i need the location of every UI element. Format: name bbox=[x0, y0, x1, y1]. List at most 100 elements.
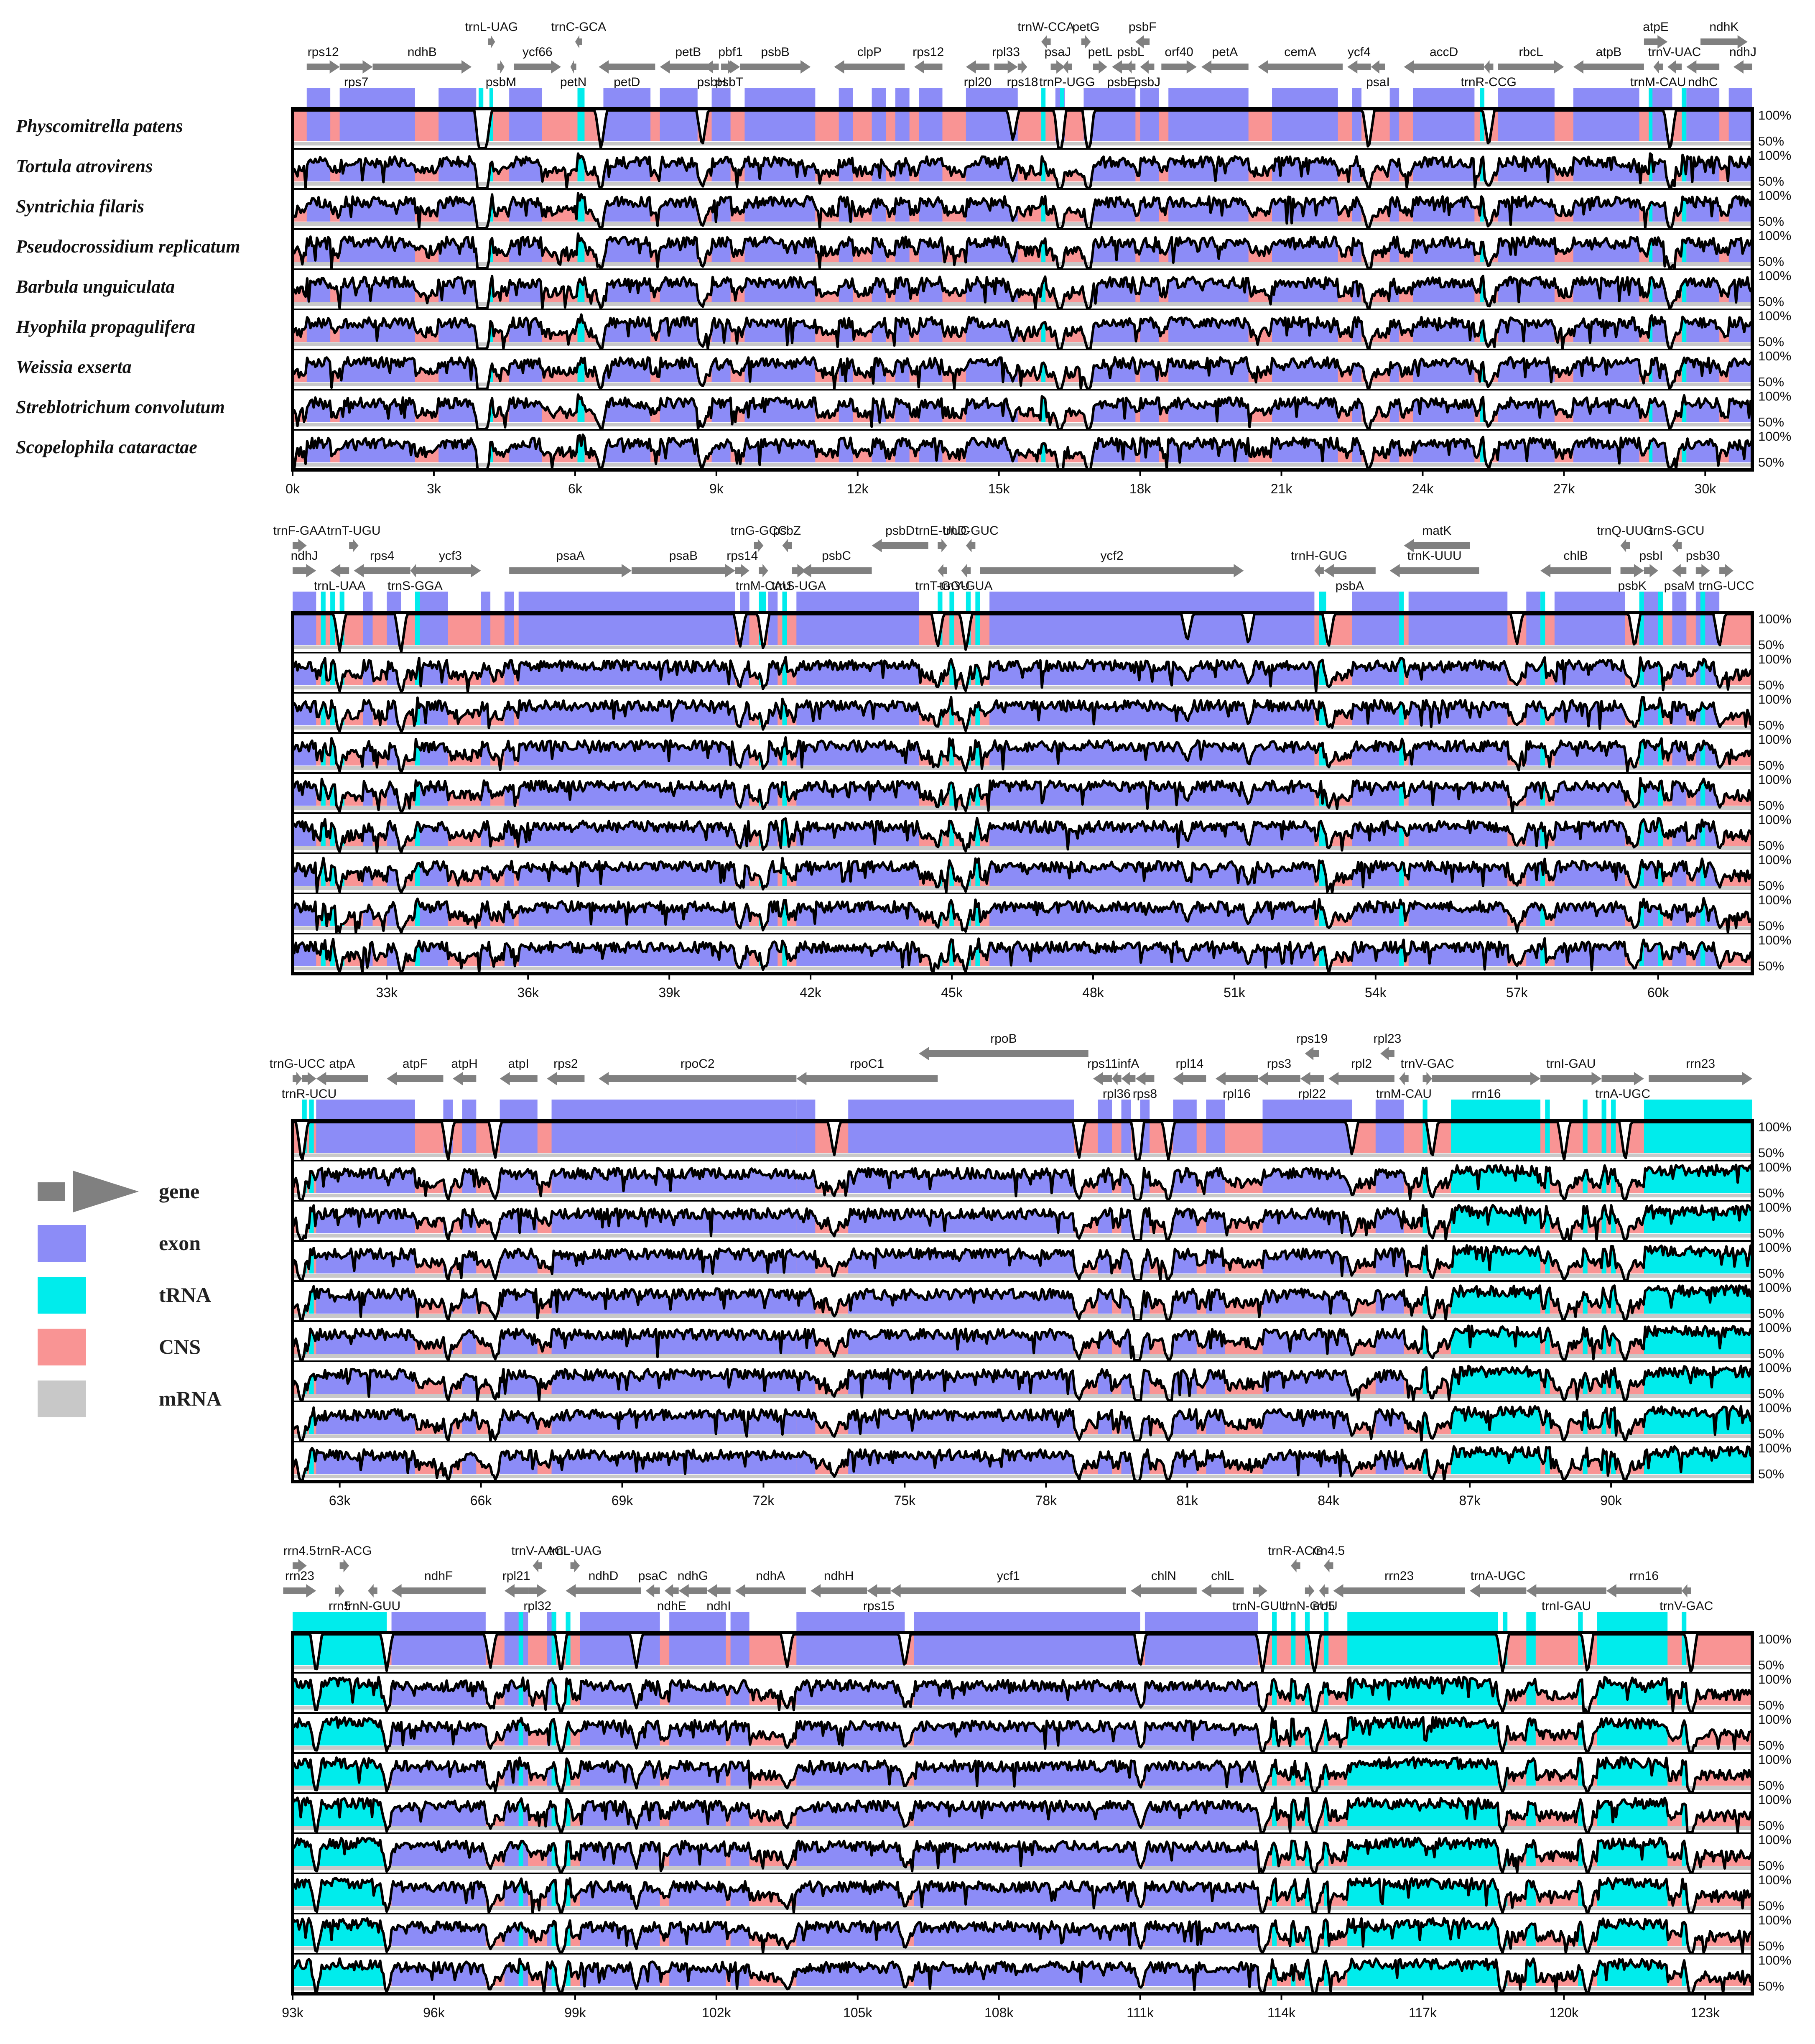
gene-arrow bbox=[1323, 564, 1376, 577]
trna-fill bbox=[1649, 271, 1653, 302]
gene-label: ndhJ bbox=[1729, 45, 1756, 59]
gene-arrow bbox=[1041, 35, 1051, 48]
trna-fill bbox=[1041, 311, 1046, 342]
exon-block bbox=[1140, 1100, 1150, 1120]
identity-mask bbox=[293, 1242, 1752, 1280]
track-9: 100% 50% bbox=[291, 933, 1791, 974]
gene-label: rpoC2 bbox=[681, 1057, 715, 1071]
trna-fill bbox=[1578, 1875, 1583, 1906]
trna-fill bbox=[1639, 775, 1644, 806]
trna-fill bbox=[518, 1915, 523, 1946]
exon-block bbox=[989, 592, 1315, 612]
trna-fill bbox=[1601, 1283, 1606, 1314]
y-tick-100: 100% bbox=[1758, 933, 1791, 947]
x-tick-label: 54k bbox=[1365, 985, 1387, 1000]
exon-block bbox=[1526, 592, 1541, 612]
trna-fill bbox=[1682, 1674, 1687, 1705]
gene-label: ndhG bbox=[678, 1569, 708, 1583]
trna-block bbox=[1041, 88, 1046, 109]
identity-curve bbox=[291, 1676, 1753, 1713]
trna-block bbox=[1682, 88, 1687, 109]
trna-fill bbox=[321, 614, 326, 645]
gene-label: psbK bbox=[1618, 579, 1647, 593]
y-tick-100: 100% bbox=[1758, 612, 1791, 626]
track-4: 100% 50% bbox=[292, 1752, 1791, 1794]
panel-2: trnF-GAA ndhJ trnL-UAA trnT-UGU rps4 trnS-GGA… bbox=[273, 524, 1792, 1000]
trna-fill bbox=[1041, 431, 1046, 462]
trna-fill bbox=[1545, 1122, 1550, 1153]
gene-arrow bbox=[740, 60, 811, 74]
trna-block bbox=[1291, 1612, 1296, 1633]
y-tick-100: 100% bbox=[1758, 1441, 1791, 1455]
x-tick-label: 60k bbox=[1647, 985, 1670, 1000]
trna-fill bbox=[1649, 431, 1653, 462]
trna-fill bbox=[1639, 735, 1644, 766]
trna-fill bbox=[1305, 1715, 1310, 1745]
trna-block bbox=[1578, 1612, 1583, 1633]
gene-label: trnR-ACG bbox=[317, 1544, 372, 1558]
mrna-line bbox=[293, 423, 1752, 426]
gene-label: rpl16 bbox=[1223, 1087, 1251, 1101]
gene-arrow bbox=[1620, 564, 1644, 577]
trna-fill bbox=[949, 775, 954, 806]
exon-block bbox=[363, 592, 373, 612]
trna-block bbox=[1682, 1612, 1687, 1633]
trna-fill bbox=[1583, 1202, 1588, 1233]
exon-fill bbox=[919, 110, 943, 141]
gene-arrow bbox=[1644, 564, 1658, 577]
species-label: Pseudocrossidium replicatum bbox=[15, 236, 240, 257]
gene-arrow bbox=[966, 539, 976, 552]
y-tick-50: 50% bbox=[1758, 1426, 1784, 1441]
identity-mask bbox=[293, 814, 1752, 852]
track-4: 100% 50% bbox=[291, 1240, 1791, 1281]
gene-arrow bbox=[707, 1584, 731, 1597]
trna-fill bbox=[782, 694, 787, 725]
exon-fill bbox=[872, 110, 886, 141]
track-9: 100% 50% Scopelophila cataractae bbox=[16, 429, 1791, 470]
trna-fill bbox=[330, 694, 335, 725]
identity-curve bbox=[291, 1164, 1754, 1201]
trna-fill bbox=[1611, 1202, 1616, 1233]
trna-fill bbox=[1422, 1202, 1428, 1233]
trna-fill bbox=[975, 694, 980, 725]
trna-fill bbox=[949, 895, 954, 926]
y-tick-100: 100% bbox=[1758, 1792, 1791, 1807]
gene-label: rrn4.5 bbox=[1312, 1544, 1345, 1558]
trna-fill bbox=[1601, 1202, 1606, 1233]
x-tick-label: 69k bbox=[612, 1493, 634, 1508]
gene-label: psaJ bbox=[1045, 45, 1071, 59]
gene-label: petB bbox=[675, 45, 701, 59]
y-tick-50: 50% bbox=[1758, 878, 1784, 893]
x-axis: 0k 3k 6k 9k 12k 15k 18k 21k 24k 27k 30k bbox=[286, 470, 1716, 496]
exon-block bbox=[387, 592, 401, 612]
trna-block bbox=[759, 592, 766, 612]
y-tick-100: 100% bbox=[1758, 268, 1791, 283]
gene-label: trnS-GGA bbox=[387, 579, 443, 593]
gene-arrow bbox=[1258, 60, 1343, 74]
gene-label: rpl33 bbox=[992, 45, 1020, 59]
trna-fill bbox=[1649, 231, 1653, 262]
trna-fill bbox=[518, 1674, 523, 1705]
exon-block bbox=[711, 88, 731, 109]
gene-arrow bbox=[1201, 1584, 1244, 1597]
legend-label: tRNA bbox=[159, 1283, 211, 1307]
exon-block bbox=[504, 592, 514, 612]
legend-label: CNS bbox=[159, 1335, 201, 1358]
x-tick-label: 33k bbox=[376, 985, 398, 1000]
gene-label: rpl23 bbox=[1374, 1032, 1402, 1046]
gene-label: trnL-UAG bbox=[465, 20, 518, 34]
gene-arrow bbox=[570, 60, 576, 74]
mrna-line bbox=[293, 1194, 1752, 1197]
y-tick-50: 50% bbox=[1758, 1467, 1784, 1481]
y-tick-100: 100% bbox=[1758, 772, 1791, 787]
gene-annotations: trnF-GAA ndhJ trnL-UAA trnT-UGU rps4 trnS-GGA… bbox=[273, 524, 1754, 593]
gene-arrow bbox=[452, 1072, 477, 1085]
trna-fill bbox=[1583, 1403, 1588, 1434]
species-label: Scopelophila cataractae bbox=[16, 437, 197, 457]
gene-label: rps3 bbox=[1267, 1057, 1291, 1071]
gene-arrow bbox=[372, 60, 472, 74]
track-4: 100% 50% Pseudocrossidium replicatum bbox=[15, 228, 1791, 270]
gene-arrow bbox=[293, 1072, 302, 1085]
mrna-line bbox=[293, 806, 1752, 810]
trna-fill bbox=[577, 110, 585, 141]
